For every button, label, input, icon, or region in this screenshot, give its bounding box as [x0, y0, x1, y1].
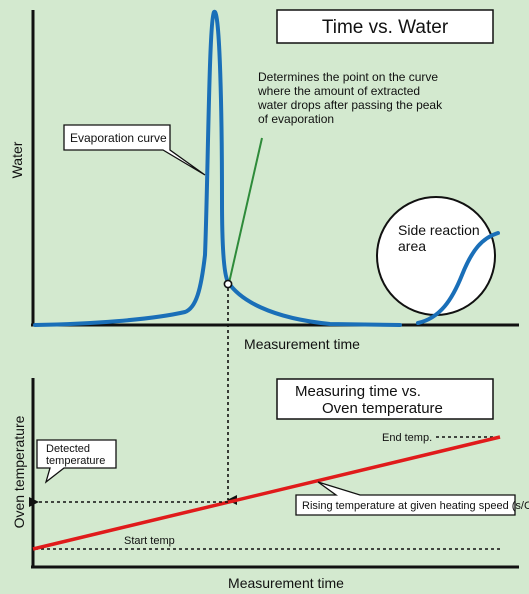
top-x-axis-label: Measurement time: [244, 336, 360, 352]
bottom-chart-title-box: Measuring time vs. Oven temperature: [276, 378, 494, 420]
top-chart: Time vs. Water Water Measurement time Si…: [9, 9, 519, 505]
side-reaction-curve: [416, 231, 500, 325]
detection-point-marker: [223, 279, 233, 289]
rising-temp-label: Rising temperature at given heating spee…: [302, 500, 529, 512]
evaporation-callout: Evaporation curve: [63, 124, 206, 176]
bottom-chart-title: Measuring time vs. Oven temperature: [295, 383, 443, 417]
detected-temp-label: Detected temperature: [46, 443, 105, 467]
top-chart-title: Time vs. Water: [322, 17, 449, 38]
top-chart-title-box: Time vs. Water: [276, 9, 494, 44]
evaporation-curve: [33, 9, 402, 327]
annotation-text: Determines the point on the curve where …: [257, 70, 445, 126]
evaporation-callout-label: Evaporation curve: [70, 131, 167, 145]
bottom-x-axis-label: Measurement time: [228, 575, 344, 591]
annotation-pointer-line: [228, 137, 263, 284]
rising-temp-callout: Rising temperature at given heating spee…: [295, 481, 529, 516]
rising-temperature-line: [32, 435, 501, 551]
bottom-y-axis-label: Oven temperature: [11, 415, 27, 528]
detected-temp-callout: Detected temperature: [36, 439, 117, 484]
end-temp-label: End temp.: [382, 432, 432, 444]
side-reaction-label: Side reaction area: [398, 222, 484, 254]
bottom-chart: Measuring time vs. Oven temperature Oven…: [11, 378, 529, 591]
side-reaction-circle: [376, 196, 496, 316]
top-y-axis-label: Water: [9, 141, 25, 178]
start-temp-label: Start temp: [124, 535, 175, 547]
